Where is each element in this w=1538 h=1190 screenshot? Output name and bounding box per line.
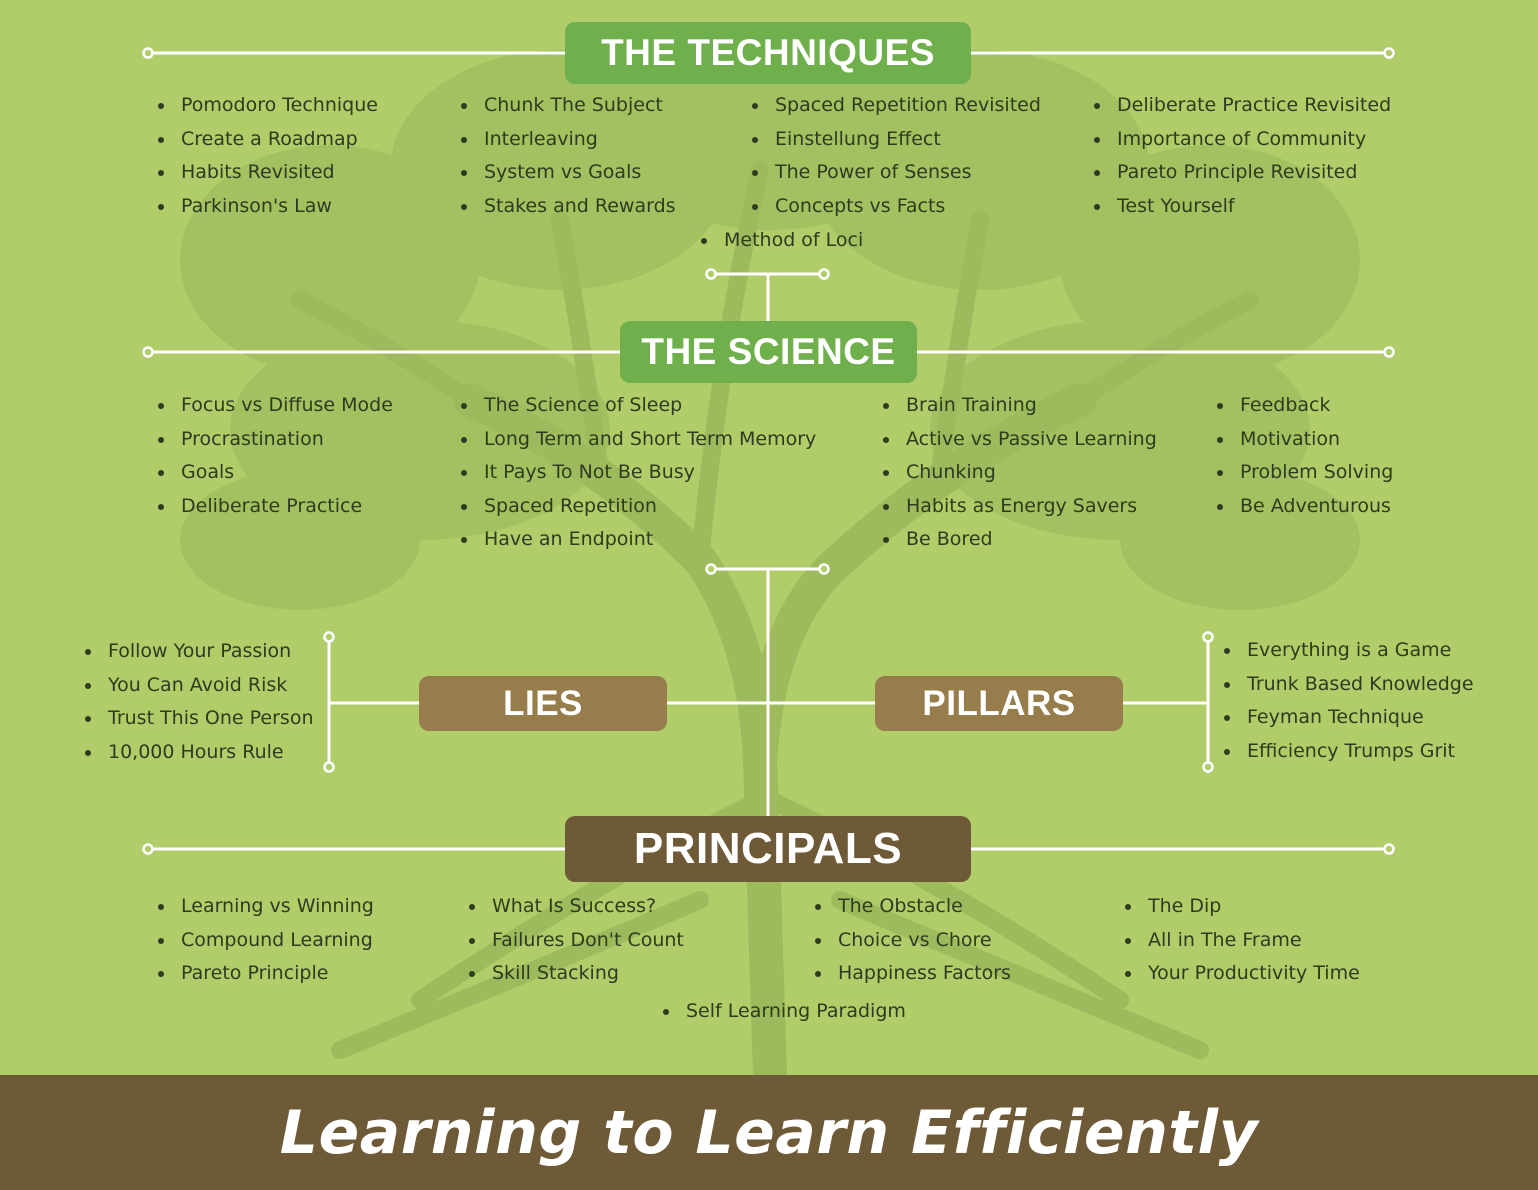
list-item: Habits Revisited bbox=[157, 156, 378, 190]
list-item: The Dip bbox=[1124, 890, 1360, 924]
principals-extra-list: Self Learning Paradigm bbox=[662, 995, 906, 1029]
techniques-extra-list: Method of Loci bbox=[700, 224, 863, 258]
pillars-header: PILLARS bbox=[875, 676, 1123, 731]
science-list-2: The Science of Sleep Long Term and Short… bbox=[460, 389, 816, 557]
list-item: All in The Frame bbox=[1124, 924, 1360, 958]
list-item: Pareto Principle Revisited bbox=[1093, 156, 1391, 190]
list-item: Everything is a Game bbox=[1223, 634, 1474, 668]
list-item: Chunk The Subject bbox=[460, 89, 676, 123]
science-list-4: Feedback Motivation Problem Solving Be A… bbox=[1216, 389, 1393, 523]
list-item: The Power of Senses bbox=[751, 156, 1041, 190]
list-item: Interleaving bbox=[460, 123, 676, 157]
list-item: Brain Training bbox=[882, 389, 1157, 423]
principals-list-2: What Is Success? Failures Don't Count Sk… bbox=[468, 890, 684, 991]
list-item: System vs Goals bbox=[460, 156, 676, 190]
list-item: You Can Avoid Risk bbox=[84, 669, 314, 703]
list-item: The Obstacle bbox=[814, 890, 1011, 924]
list-item: Skill Stacking bbox=[468, 957, 684, 991]
list-item: Follow Your Passion bbox=[84, 635, 314, 669]
list-item: Stakes and Rewards bbox=[460, 190, 676, 224]
techniques-list-4: Deliberate Practice Revisited Importance… bbox=[1093, 89, 1391, 223]
list-item: Feyman Technique bbox=[1223, 701, 1474, 735]
list-item: Your Productivity Time bbox=[1124, 957, 1360, 991]
list-item: Long Term and Short Term Memory bbox=[460, 423, 816, 457]
list-item: Motivation bbox=[1216, 423, 1393, 457]
techniques-list-1: Pomodoro Technique Create a Roadmap Habi… bbox=[157, 89, 378, 223]
lies-header: LIES bbox=[419, 676, 667, 731]
list-item: Feedback bbox=[1216, 389, 1393, 423]
list-item: Method of Loci bbox=[700, 224, 863, 258]
list-item: Focus vs Diffuse Mode bbox=[157, 389, 393, 423]
list-item: Deliberate Practice Revisited bbox=[1093, 89, 1391, 123]
list-item: Efficiency Trumps Grit bbox=[1223, 735, 1474, 769]
science-list-1: Focus vs Diffuse Mode Procrastination Go… bbox=[157, 389, 393, 523]
list-item: Active vs Passive Learning bbox=[882, 423, 1157, 457]
list-item: Chunking bbox=[882, 456, 1157, 490]
science-list-3: Brain Training Active vs Passive Learnin… bbox=[882, 389, 1157, 557]
list-item: Goals bbox=[157, 456, 393, 490]
principals-list-4: The Dip All in The Frame Your Productivi… bbox=[1124, 890, 1360, 991]
list-item: The Science of Sleep bbox=[460, 389, 816, 423]
list-item: 10,000 Hours Rule bbox=[84, 736, 314, 770]
list-item: Failures Don't Count bbox=[468, 924, 684, 958]
list-item: Happiness Factors bbox=[814, 957, 1011, 991]
list-item: Trust This One Person bbox=[84, 702, 314, 736]
list-item: Trunk Based Knowledge bbox=[1223, 668, 1474, 702]
techniques-header: THE TECHNIQUES bbox=[565, 22, 971, 84]
footer-banner: Learning to Learn Efficiently bbox=[0, 1075, 1538, 1190]
list-item: Choice vs Chore bbox=[814, 924, 1011, 958]
tree-watermark bbox=[180, 30, 1360, 1075]
footer-title: Learning to Learn Efficiently bbox=[279, 1097, 1259, 1168]
list-item: Problem Solving bbox=[1216, 456, 1393, 490]
list-item: Einstellung Effect bbox=[751, 123, 1041, 157]
list-item: Concepts vs Facts bbox=[751, 190, 1041, 224]
techniques-list-3: Spaced Repetition Revisited Einstellung … bbox=[751, 89, 1041, 223]
list-item: Pareto Principle bbox=[157, 957, 374, 991]
principals-header: PRINCIPALS bbox=[565, 816, 971, 882]
list-item: Have an Endpoint bbox=[460, 523, 816, 557]
list-item: Self Learning Paradigm bbox=[662, 995, 906, 1029]
principals-list-1: Learning vs Winning Compound Learning Pa… bbox=[157, 890, 374, 991]
list-item: Spaced Repetition bbox=[460, 490, 816, 524]
principals-list-3: The Obstacle Choice vs Chore Happiness F… bbox=[814, 890, 1011, 991]
list-item: Spaced Repetition Revisited bbox=[751, 89, 1041, 123]
list-item: Parkinson's Law bbox=[157, 190, 378, 224]
list-item: Deliberate Practice bbox=[157, 490, 393, 524]
lies-list: Follow Your Passion You Can Avoid Risk T… bbox=[84, 635, 314, 769]
list-item: Learning vs Winning bbox=[157, 890, 374, 924]
list-item: Pomodoro Technique bbox=[157, 89, 378, 123]
list-item: Compound Learning bbox=[157, 924, 374, 958]
science-header: THE SCIENCE bbox=[620, 321, 917, 383]
list-item: Test Yourself bbox=[1093, 190, 1391, 224]
list-item: Create a Roadmap bbox=[157, 123, 378, 157]
list-item: Be Adventurous bbox=[1216, 490, 1393, 524]
techniques-list-2: Chunk The Subject Interleaving System vs… bbox=[460, 89, 676, 223]
pillars-list: Everything is a Game Trunk Based Knowled… bbox=[1223, 634, 1474, 768]
list-item: Be Bored bbox=[882, 523, 1157, 557]
list-item: It Pays To Not Be Busy bbox=[460, 456, 816, 490]
list-item: What Is Success? bbox=[468, 890, 684, 924]
list-item: Importance of Community bbox=[1093, 123, 1391, 157]
list-item: Procrastination bbox=[157, 423, 393, 457]
list-item: Habits as Energy Savers bbox=[882, 490, 1157, 524]
